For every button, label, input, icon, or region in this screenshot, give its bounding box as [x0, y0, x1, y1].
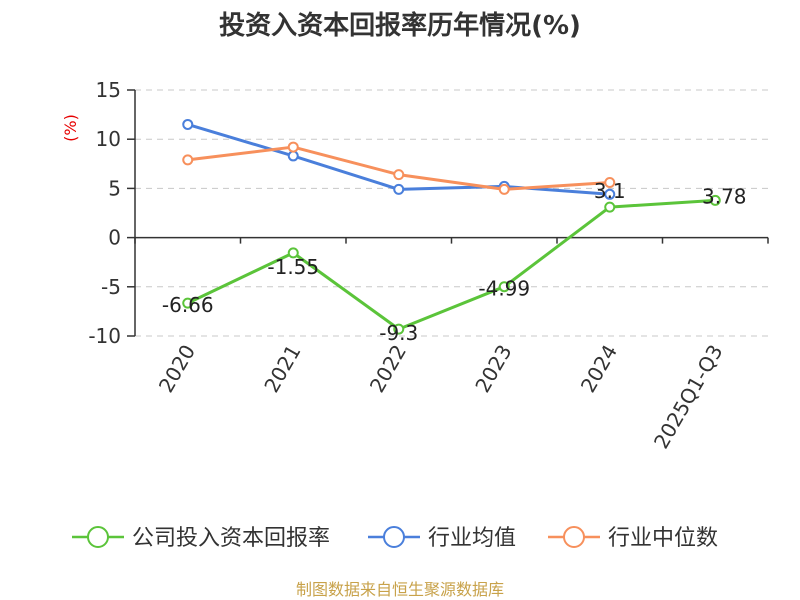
- x-tick-label: 2023: [470, 341, 516, 397]
- series-group: [182, 118, 721, 335]
- data-point: [182, 297, 194, 309]
- x-tick-label: 2025Q1-Q3: [649, 341, 728, 453]
- data-point: [709, 194, 721, 206]
- grid-lines: [135, 89, 768, 337]
- series-line: [187, 198, 716, 331]
- legend-marker: [87, 526, 109, 548]
- data-label: -1.55: [267, 255, 319, 279]
- data-point: [604, 201, 616, 213]
- data-point: [393, 323, 405, 335]
- y-tick-label: 15: [96, 78, 121, 102]
- data-label: 3.1: [594, 179, 626, 203]
- legend-marker: [563, 526, 585, 548]
- data-labels: -6.66 -1.55 -9.3 -4.99 3.1 3.78: [162, 179, 747, 345]
- y-tick-label: 10: [96, 127, 121, 151]
- data-point: [182, 154, 194, 166]
- data-point: [604, 188, 616, 200]
- legend-item[interactable]: 行业中位数: [548, 526, 718, 551]
- data-point: [182, 118, 194, 130]
- y-tick-label: -5: [101, 275, 121, 299]
- chart-title: 投资入资本回报率历年情况(%): [219, 10, 581, 41]
- y-tick-label: -10: [88, 324, 121, 348]
- legend[interactable]: 公司投入资本回报率 行业均值 行业中位数: [72, 526, 718, 551]
- x-tick-label: 2020: [154, 341, 200, 397]
- data-label: -4.99: [478, 277, 530, 301]
- data-label: 3.78: [702, 184, 747, 208]
- data-point: [287, 141, 299, 153]
- legend-label: 行业均值: [428, 526, 516, 551]
- data-point: [287, 247, 299, 259]
- series-line: [187, 123, 610, 196]
- data-point: [604, 176, 616, 188]
- x-tick-label: 2024: [576, 341, 622, 397]
- data-point: [393, 169, 405, 181]
- data-point: [498, 183, 510, 195]
- y-tick-label: 5: [108, 176, 121, 200]
- data-point: [287, 150, 299, 162]
- data-point: [393, 183, 405, 195]
- x-tick-label: 2021: [259, 341, 305, 397]
- x-tick-label: 2022: [365, 341, 411, 397]
- data-label: -9.3: [379, 321, 418, 345]
- legend-item[interactable]: 公司投入资本回报率: [72, 526, 330, 551]
- source-note: 制图数据来自恒生聚源数据库: [296, 580, 504, 599]
- legend-label: 公司投入资本回报率: [132, 526, 330, 551]
- legend-item[interactable]: 行业均值: [368, 526, 516, 551]
- legend-label: 行业中位数: [608, 526, 718, 551]
- y-axis-unit-label: (%): [61, 114, 80, 142]
- data-label: -6.66: [162, 293, 214, 317]
- legend-marker: [383, 526, 405, 548]
- data-point: [498, 281, 510, 293]
- axes: 15 10 5 0 -5 -10 2020 2021 2022 2023 2024 2025Q1-Q3: [88, 78, 769, 453]
- series-line: [187, 145, 610, 191]
- y-tick-label: 0: [108, 226, 121, 250]
